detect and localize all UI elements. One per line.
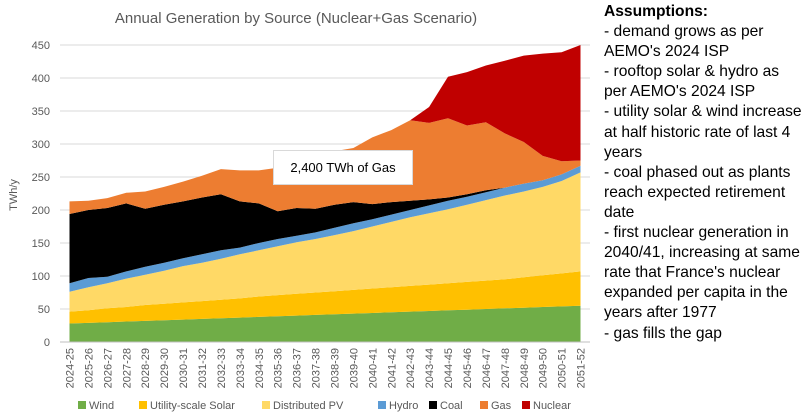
legend-swatch [429, 401, 437, 409]
legend-label: Wind [89, 400, 114, 412]
x-tick-label: 2046-47 [481, 348, 493, 388]
y-tick-label: 300 [32, 139, 50, 151]
x-tick-label: 2031-32 [197, 348, 209, 388]
legend-label: Coal [440, 400, 463, 412]
x-tick-label: 2051-52 [576, 348, 588, 388]
x-tick-label: 2047-48 [500, 348, 512, 388]
area-distributed-pv [69, 172, 581, 312]
legend-swatch [139, 401, 147, 409]
legend-swatch [378, 401, 386, 409]
x-tick-label: 2042-43 [405, 348, 417, 388]
y-tick-label: 50 [38, 304, 50, 316]
legend-label: Gas [491, 400, 512, 412]
x-tick-label: 2029-30 [159, 348, 171, 388]
area-nuclear [69, 45, 581, 202]
x-tick-label: 2045-46 [462, 348, 474, 388]
area-hydro [69, 165, 581, 292]
area-coal [69, 165, 581, 284]
assumption-item: - first nuclear generation in 2040/41, i… [604, 224, 800, 322]
x-tick-label: 2048-49 [519, 348, 531, 388]
chart-title: Annual Generation by Source (Nuclear+Gas… [115, 10, 477, 27]
x-tick-label: 2028-29 [140, 348, 152, 388]
assumption-item: - coal phased out as plants reach expect… [604, 163, 791, 221]
x-tick-label: 2049-50 [538, 348, 550, 388]
x-tick-label: 2036-37 [292, 348, 304, 388]
y-tick-label: 250 [32, 172, 50, 184]
assumption-item: - gas fills the gap [604, 324, 722, 342]
y-tick-label: 450 [32, 40, 50, 52]
legend-swatch [480, 401, 488, 409]
gas-total-annotation-text: 2,400 TWh of Gas [290, 160, 396, 175]
legend-swatch [78, 401, 86, 409]
x-tick-label: 2050-51 [557, 348, 569, 388]
x-tick-label: 2024-25 [64, 348, 76, 388]
gas-total-annotation: 2,400 TWh of Gas [273, 150, 413, 185]
assumptions-title: Assumptions: [604, 3, 708, 20]
y-tick-label: 200 [32, 205, 50, 217]
x-tick-label: 2044-45 [443, 348, 455, 388]
x-tick-label: 2041-42 [386, 348, 398, 388]
y-tick-label: 150 [32, 238, 50, 250]
x-tick-label: 2027-28 [121, 348, 133, 388]
x-tick-label: 2040-41 [367, 348, 379, 388]
legend-label: Hydro [389, 400, 418, 412]
y-tick-label: 350 [32, 106, 50, 118]
area-wind [69, 305, 581, 342]
x-tick-label: 2038-39 [329, 348, 341, 388]
y-axis-label: TWh/y [8, 179, 20, 211]
y-tick-label: 0 [44, 337, 50, 349]
legend-label: Distributed PV [273, 400, 344, 412]
x-tick-label: 2035-36 [273, 348, 285, 388]
x-tick-label: 2043-44 [424, 348, 436, 388]
x-tick-label: 2030-31 [178, 348, 190, 388]
y-tick-label: 400 [32, 73, 50, 85]
assumption-item: - demand grows as per AEMO's 2024 ISP [604, 23, 764, 61]
assumptions-panel: Assumptions: - demand grows as per AEMO'… [604, 2, 804, 344]
x-tick-label: 2037-38 [311, 348, 323, 388]
legend-swatch [522, 401, 530, 409]
legend-label: Nuclear [533, 400, 571, 412]
x-tick-label: 2034-35 [254, 348, 266, 388]
assumption-item: - utility solar & wind increase at half … [604, 103, 802, 161]
x-tick-label: 2026-27 [102, 348, 114, 388]
legend-swatch [262, 401, 270, 409]
generation-chart: Annual Generation by Source (Nuclear+Gas… [8, 10, 590, 412]
x-tick-label: 2039-40 [348, 348, 360, 388]
y-tick-label: 100 [32, 271, 50, 283]
x-tick-label: 2025-26 [83, 348, 95, 388]
area-utility-scale-solar [69, 271, 581, 324]
x-tick-label: 2032-33 [216, 348, 228, 388]
x-tick-label: 2033-34 [235, 348, 247, 388]
assumption-item: - rooftop solar & hydro as per AEMO's 20… [604, 63, 780, 101]
legend-label: Utility-scale Solar [150, 400, 235, 412]
